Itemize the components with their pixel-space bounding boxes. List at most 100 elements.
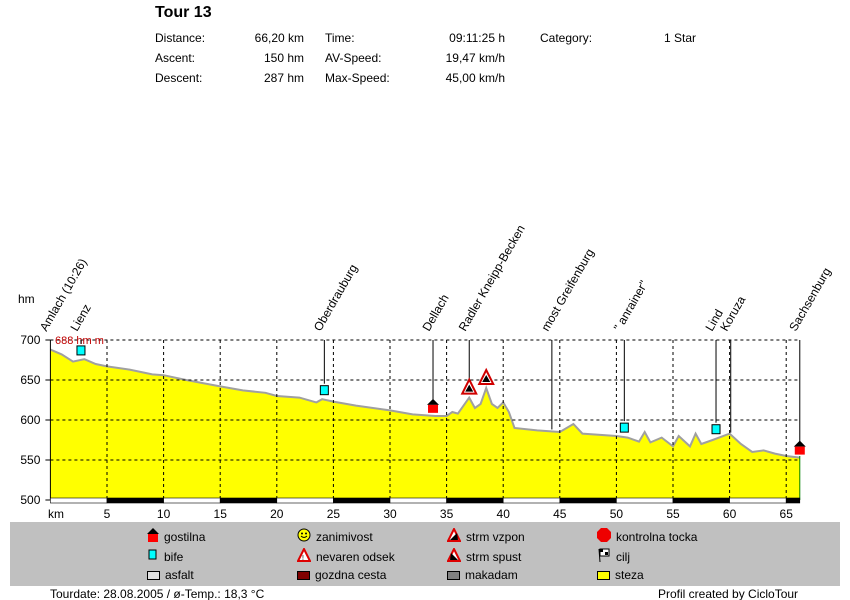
x-tick-label: 20 bbox=[270, 507, 284, 521]
legend-label: strm vzpon bbox=[466, 529, 525, 544]
stat-label: Time: bbox=[325, 31, 355, 45]
strm-spust-icon bbox=[446, 546, 462, 565]
bife-icon bbox=[319, 385, 329, 396]
gozdna-cesta-icon bbox=[297, 570, 310, 580]
bife-icon bbox=[711, 424, 721, 435]
legend-label: gostilna bbox=[164, 529, 206, 544]
y-tick-label: 650 bbox=[20, 373, 40, 387]
legend-item-gostilna: gostilna bbox=[147, 528, 205, 545]
zanimivost-icon bbox=[297, 528, 311, 545]
legend-label: asfalt bbox=[165, 568, 194, 582]
surface-segment-makadam bbox=[785, 497, 801, 504]
waypoint-label: Lienz bbox=[67, 302, 93, 334]
x-tick-label: 35 bbox=[440, 507, 454, 521]
legend-label: cilj bbox=[616, 549, 630, 564]
strm-vzpon-icon-inner bbox=[465, 384, 474, 392]
legend-item-gozdna-cesta: gozdna cesta bbox=[297, 568, 386, 582]
gostilna-icon bbox=[147, 528, 159, 545]
legend-item-cilj: cilj bbox=[597, 548, 630, 565]
kontrolna-tocka-icon bbox=[597, 528, 611, 545]
waypoint-label: Sachsenburg bbox=[786, 265, 833, 333]
surface-segment-makadam bbox=[219, 497, 278, 504]
legend-item-strm-spust: strm spust bbox=[446, 546, 522, 565]
waypoint-label: Radler Kneipp-Becken bbox=[456, 223, 528, 334]
legend-item-steza: steza bbox=[597, 568, 644, 582]
nevaren-odsek-icon: ! bbox=[296, 546, 312, 565]
y-axis-label: hm bbox=[18, 292, 35, 306]
x-tick-label: 45 bbox=[553, 507, 567, 521]
x-tick-label: 15 bbox=[214, 507, 228, 521]
stat-value: 287 hm bbox=[263, 71, 304, 85]
legend-label: gozdna cesta bbox=[315, 568, 387, 582]
strm-vzpon-icon bbox=[446, 526, 462, 545]
legend-label: strm spust bbox=[466, 549, 522, 564]
y-tick-label: 500 bbox=[20, 493, 40, 507]
gostilna-icon bbox=[793, 440, 806, 447]
gostilna-icon-base bbox=[794, 446, 805, 455]
x-tick-label: 40 bbox=[497, 507, 511, 521]
stat-value: 150 hm bbox=[263, 51, 304, 65]
svg-text:!: ! bbox=[302, 555, 304, 562]
x-tick-label: 10 bbox=[157, 507, 171, 521]
surface-segment-asfalt bbox=[616, 497, 674, 504]
strm-vzpon-icon-inner bbox=[482, 375, 491, 382]
asfalt-icon bbox=[147, 570, 160, 580]
steza-icon bbox=[597, 570, 610, 580]
surface-segment-makadam bbox=[106, 497, 164, 504]
legend-label: zanimivost bbox=[316, 529, 373, 544]
y-tick-label: 600 bbox=[20, 413, 40, 427]
gostilna-icon-base bbox=[428, 404, 439, 413]
surface-segment-asfalt bbox=[276, 497, 334, 504]
surface-segment-asfalt bbox=[389, 497, 447, 504]
makadam-icon bbox=[447, 570, 460, 580]
legend-item-bife: bife bbox=[147, 548, 183, 565]
surface-segment-makadam bbox=[446, 497, 504, 504]
legend-item-zanimivost: zanimivost bbox=[297, 528, 373, 545]
stat-value: 66,20 km bbox=[254, 31, 304, 45]
waypoint-label: Oberdrauburg bbox=[311, 262, 360, 334]
bife-icon bbox=[76, 345, 86, 356]
gostilna-icon bbox=[427, 398, 440, 405]
elevation-area bbox=[50, 349, 800, 500]
y-tick-label: 700 bbox=[20, 333, 40, 347]
stat-label: Ascent: bbox=[155, 51, 196, 65]
surface-segment-makadam bbox=[559, 497, 617, 504]
legend-label: nevaren odsek bbox=[316, 549, 395, 564]
legend-item-kontrolna-tocka: kontrolna tocka bbox=[597, 528, 697, 545]
x-tick-label: 65 bbox=[780, 507, 794, 521]
surface-segment-asfalt bbox=[50, 497, 108, 504]
stat-value: 19,47 km/h bbox=[445, 51, 505, 65]
y-tick-label: 550 bbox=[20, 453, 40, 467]
stat-value: 45,00 km/h bbox=[445, 71, 505, 85]
waypoint-label: most Greifenburg bbox=[538, 246, 596, 333]
x-axis-label: km bbox=[48, 507, 64, 521]
legend-item-nevaren-odsek: ! nevaren odsek bbox=[296, 546, 395, 565]
stat-value: 1 Star bbox=[663, 31, 696, 45]
legend-label: bife bbox=[164, 549, 184, 564]
legend-label: kontrolna tocka bbox=[616, 529, 698, 544]
stat-label: Max-Speed: bbox=[325, 71, 390, 85]
surface-segment-makadam bbox=[333, 497, 391, 504]
stat-label: Distance: bbox=[155, 31, 206, 45]
legend-label: steza bbox=[615, 568, 644, 582]
x-tick-label: 5 bbox=[104, 507, 111, 521]
cilj-icon bbox=[597, 548, 611, 565]
footer-credit: Profil created by CicloTour bbox=[658, 587, 799, 600]
x-tick-label: 60 bbox=[723, 507, 737, 521]
surface-segment-asfalt bbox=[163, 497, 221, 504]
waypoint-label: " anrainer" bbox=[611, 278, 651, 333]
legend: gostilna zanimivost strm vzpon kontrolna to… bbox=[10, 522, 840, 586]
bife-icon bbox=[147, 548, 159, 565]
stat-value: 09:11:25 h bbox=[449, 31, 505, 45]
legend-label: makadam bbox=[465, 568, 518, 582]
surface-segment-asfalt bbox=[502, 497, 561, 504]
x-tick-label: 50 bbox=[610, 507, 624, 521]
max-elevation-label: 688 hm m bbox=[55, 335, 104, 347]
legend-item-asfalt: asfalt bbox=[147, 568, 194, 582]
stat-label: AV-Speed: bbox=[325, 51, 382, 65]
surface-segment-makadam bbox=[672, 497, 730, 504]
bife-icon bbox=[619, 422, 629, 433]
surface-segment-asfalt bbox=[729, 497, 787, 504]
x-tick-label: 25 bbox=[327, 507, 341, 521]
